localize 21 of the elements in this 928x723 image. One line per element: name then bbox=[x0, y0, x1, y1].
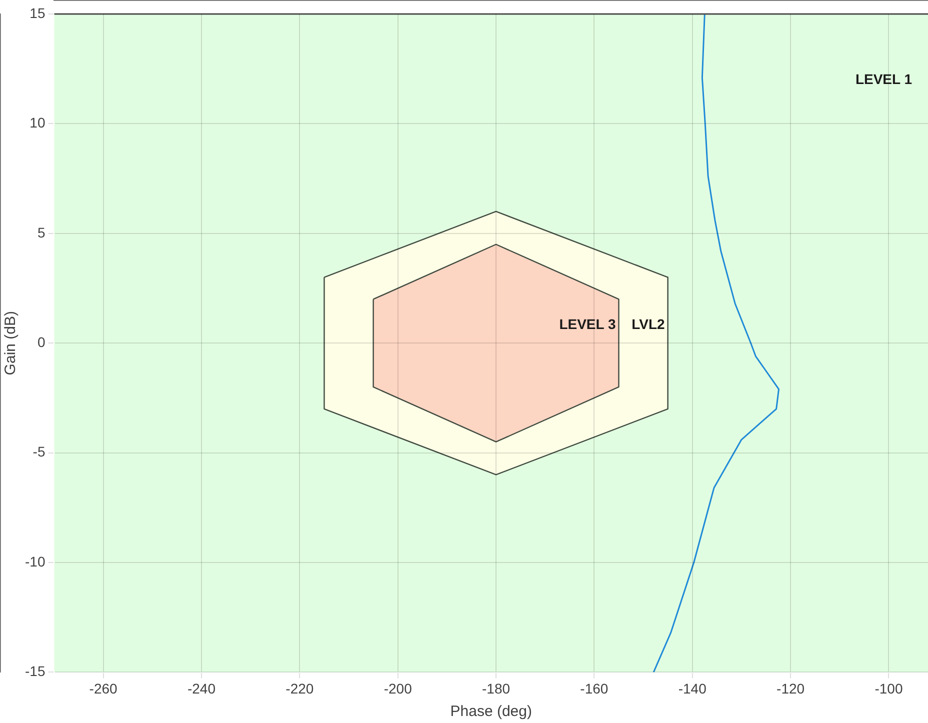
series-label: LVL2 bbox=[632, 316, 666, 332]
x-tick-label: -200 bbox=[384, 680, 412, 696]
x-tick-label: -180 bbox=[482, 680, 510, 696]
series-label: LEVEL 3 bbox=[559, 316, 616, 332]
y-axis-title: Gain (dB) bbox=[2, 311, 20, 376]
y-tick-label: 5 bbox=[37, 224, 46, 240]
x-tick-label: -240 bbox=[187, 680, 216, 696]
y-tick-label: -15 bbox=[25, 663, 46, 680]
y-tick-label: 10 bbox=[30, 114, 46, 131]
x-axis-title: Phase (deg) bbox=[450, 703, 532, 720]
band-label: LEVEL 1 bbox=[855, 70, 912, 87]
x-tick-label: -160 bbox=[580, 680, 608, 696]
x-tick-label: -100 bbox=[874, 680, 903, 696]
x-tick-label: -260 bbox=[89, 680, 118, 696]
y-tick-label: 0 bbox=[37, 334, 46, 350]
x-tick-label: -120 bbox=[776, 680, 805, 696]
y-tick-label: 15 bbox=[30, 4, 46, 21]
x-tick-label: -220 bbox=[286, 680, 314, 696]
y-tick-label: -10 bbox=[25, 553, 46, 570]
x-tick-label: -140 bbox=[678, 680, 707, 696]
y-tick-label: -5 bbox=[32, 444, 46, 460]
